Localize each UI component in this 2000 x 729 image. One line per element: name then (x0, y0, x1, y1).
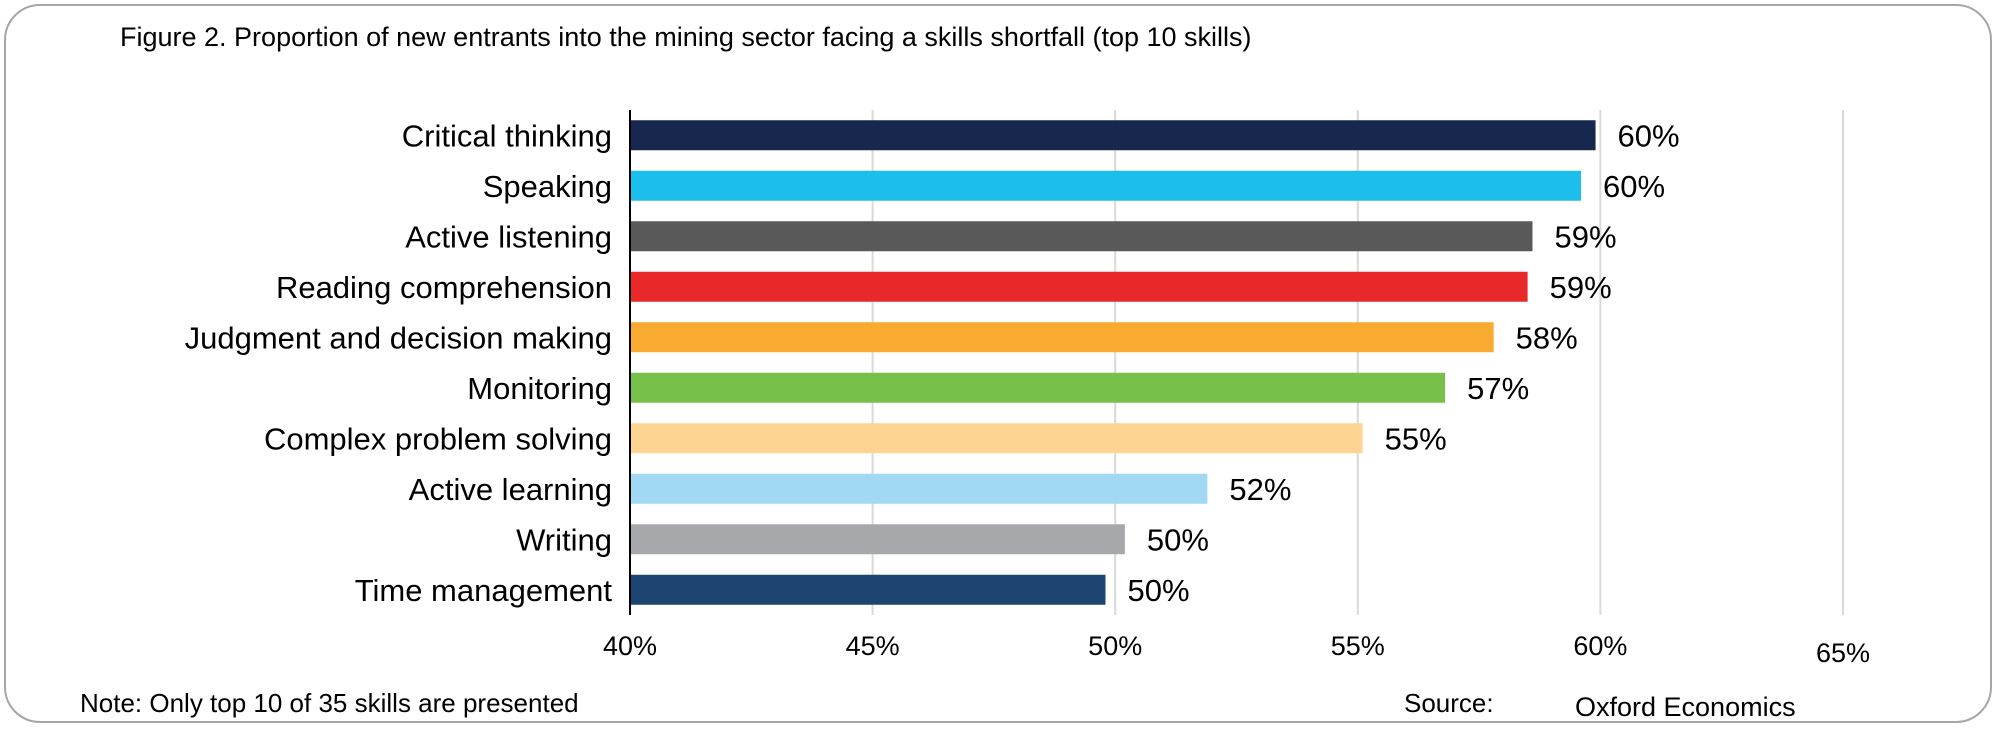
bar (630, 473, 1208, 504)
category-label: Active listening (405, 219, 612, 254)
category-label: Complex problem solving (264, 421, 612, 456)
value-label: 57% (1467, 371, 1529, 406)
bar (630, 524, 1125, 555)
bars (630, 120, 1596, 605)
figure-frame (4, 4, 1992, 723)
bar (630, 574, 1106, 605)
bar (630, 120, 1596, 151)
chart-title: Figure 2. Proportion of new entrants int… (120, 22, 1252, 52)
category-labels: Critical thinking Speaking Active listenin… (185, 118, 613, 608)
category-label: Judgment and decision making (185, 320, 612, 355)
value-label: 59% (1554, 219, 1616, 254)
tick-labels: 40% 45% 50% 55% 60% 65% (603, 631, 1870, 668)
value-label: 55% (1385, 421, 1447, 456)
tick-label: 45% (846, 631, 900, 661)
bar (630, 372, 1446, 403)
category-label: Writing (516, 522, 612, 557)
value-label: 60% (1618, 118, 1680, 153)
value-labels: 60% 60% 59% 59% 58% 57% 55% 52% 50% 50% (1127, 118, 1679, 608)
value-label: 50% (1147, 522, 1209, 557)
bar (630, 170, 1581, 201)
note-text: Note: Only top 10 of 35 skills are prese… (80, 688, 579, 718)
value-label: 50% (1127, 573, 1189, 608)
tick-label: 40% (603, 631, 657, 661)
value-label: 60% (1603, 169, 1665, 204)
source-value: Oxford Economics (1575, 692, 1796, 722)
value-label: 58% (1516, 320, 1578, 355)
bar (630, 423, 1363, 454)
category-label: Monitoring (467, 371, 612, 406)
value-label: 59% (1550, 270, 1612, 305)
tick-label: 60% (1573, 631, 1627, 661)
category-label: Reading comprehension (276, 270, 612, 305)
tick-label: 50% (1088, 631, 1142, 661)
bar (630, 271, 1528, 302)
value-label: 52% (1229, 472, 1291, 507)
category-label: Critical thinking (402, 118, 612, 153)
bar (630, 322, 1494, 353)
category-label: Active learning (409, 472, 612, 507)
tick-label: 65% (1816, 638, 1870, 668)
tick-label: 55% (1331, 631, 1385, 661)
bar (630, 221, 1533, 252)
category-label: Time management (355, 573, 613, 608)
source-label: Source: (1404, 688, 1494, 718)
category-label: Speaking (483, 169, 612, 204)
